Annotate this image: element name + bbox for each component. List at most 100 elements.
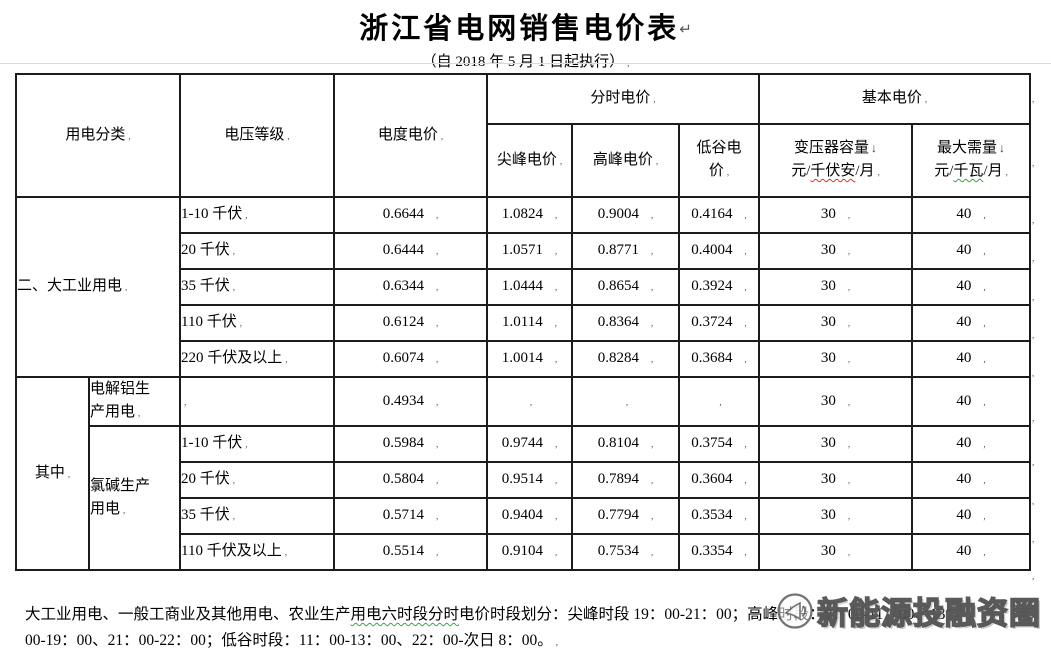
high-text: 0.8284 — [597, 350, 640, 366]
high-peak-price-cell: 0.8104, — [571, 425, 681, 463]
header-energy-price-text: 电度电价 — [377, 126, 438, 143]
paragraph-mark: , — [651, 547, 654, 557]
paragraph-mark: , — [651, 282, 654, 292]
valley-text: 0.3754 — [691, 435, 733, 451]
paragraph-mark: , — [67, 468, 71, 479]
paragraph-mark: , — [651, 439, 654, 449]
paragraph-mark: , — [847, 210, 851, 220]
table-row: 35 千伏, 0.6344, 1.0444, 0.8654, 0.3924, 3… — [16, 268, 1032, 306]
high-peak-price-cell: 0.8284, — [571, 340, 681, 378]
paragraph-mark: , — [651, 318, 654, 328]
demand-text: 40 — [956, 435, 972, 451]
transformer-capacity-line: 变压器容量 ↓ — [761, 137, 910, 160]
paragraph-mark: , — [436, 396, 439, 407]
header-tou-group-text: 分时电价 — [590, 90, 651, 106]
unit-post-text: /月 — [983, 163, 1003, 179]
paragraph-mark: , — [529, 396, 533, 407]
high-text: 0.7894 — [597, 471, 640, 487]
page-subtitle: （自 2018 年 5 月 1 日起执行）, — [0, 50, 1051, 71]
peak-price-cell: 0.9744, — [486, 425, 574, 463]
header-transformer-capacity: 变压器容量 ↓ 元/千伏安/月, — [758, 123, 914, 198]
demand-text: 40 — [956, 392, 972, 409]
header-voltage-level: 电压等级, — [179, 73, 336, 198]
demand-cell: 40, — [911, 425, 1032, 463]
paragraph-mark: , — [232, 282, 236, 292]
table-row: 35 千伏, 0.5714, 0.9404, 0.7794, 0.3534, 3… — [16, 497, 1032, 535]
paragraph-mark: , — [436, 475, 439, 485]
paragraph-mark: , — [983, 511, 986, 521]
valley-text: 0.3684 — [691, 350, 733, 366]
paragraph-mark: , — [232, 475, 236, 485]
paragraph-mark: , — [726, 167, 730, 177]
demand-cell: 40, — [911, 196, 1032, 234]
energy-price-cell: 0.6344, — [333, 268, 489, 306]
paragraph-mark: , — [436, 547, 439, 557]
paragraph-mark: , — [184, 396, 187, 407]
footer-text: 00-19：00、21：00-22：00；低谷时段：11：00-13：00、22… — [25, 632, 553, 649]
unit-wavy-red-text: 千伏安 — [810, 163, 856, 179]
paragraph-mark: , — [555, 637, 558, 647]
peak-text: 0.9514 — [501, 471, 544, 487]
paragraph-mark: , — [436, 210, 439, 220]
header-row-1: 用电分类, 电压等级, 电度电价, 分时电价, 基本电价, — [14, 73, 1032, 198]
demand-cell: 40, — [911, 304, 1032, 342]
paragraph-mark: , — [744, 547, 747, 557]
energy-price-cell: 0.5514, — [333, 533, 489, 571]
paragraph-mark: , — [128, 130, 131, 141]
price-text: 0.6644 — [382, 206, 425, 222]
paragraph-mark: , — [983, 547, 986, 557]
group-chlor-alkali: 氯碱生产 用电, — [87, 425, 182, 571]
table-row: 220 千伏及以上, 0.6074, 1.0014, 0.8284, 0.368… — [16, 340, 1032, 378]
paragraph-mark: , — [554, 318, 557, 328]
paragraph-mark: , — [651, 511, 654, 521]
header-valley-price-text: 低谷电 价 — [696, 140, 742, 179]
peak-price-cell: 1.0571, — [486, 232, 574, 270]
capacity-cell: 30, — [758, 268, 914, 306]
row-end-mark: , — [1032, 94, 1035, 104]
price-text: 0.5804 — [382, 471, 425, 487]
paragraph-mark: , — [847, 475, 851, 485]
footer-text: 电价时段划分：尖峰时段 19：00-21：00；高峰时段：8：00-11：00、… — [459, 606, 961, 623]
valley-text: 0.3604 — [691, 471, 733, 487]
valley-price-cell: 0.3604, — [678, 461, 761, 499]
high-text: 0.9004 — [597, 206, 640, 222]
voltage-text: 220 千伏及以上 — [181, 350, 283, 366]
peak-price-cell: 1.0114, — [486, 304, 574, 342]
row-end-mark: , — [1032, 412, 1035, 423]
paragraph-mark: , — [436, 354, 439, 364]
paragraph-mark: , — [239, 318, 242, 328]
capacity-cell: 30, — [758, 376, 914, 427]
paragraph-mark: , — [847, 511, 851, 521]
paragraph-mark: , — [744, 439, 747, 449]
energy-price-cell: 0.6644, — [333, 196, 489, 234]
footer-line-1: 大工业用电、一般工商业及其他用电、农业生产用电六时段分时电价时段划分：尖峰时段 … — [25, 602, 961, 628]
header-usage-class: 用电分类, — [14, 73, 182, 198]
row-end-mark: , — [1032, 571, 1035, 581]
voltage-text: 110 千伏 — [181, 314, 237, 330]
energy-price-cell: 0.5714, — [333, 497, 489, 535]
energy-price-cell: 0.6124, — [333, 304, 489, 342]
header-max-demand: 最大需量 ↓ 元/千瓦/月, — [911, 123, 1032, 198]
capacity-cell: 30, — [758, 461, 914, 499]
paragraph-mark: , — [847, 396, 851, 407]
valley-price-cell-empty: , — [678, 376, 761, 427]
demand-text: 40 — [956, 543, 972, 559]
demand-text: 40 — [956, 350, 972, 366]
header-energy-price: 电度电价, — [333, 73, 489, 198]
valley-text: 0.3354 — [691, 543, 733, 559]
demand-cell: 40, — [911, 232, 1032, 270]
demand-text: 40 — [956, 314, 972, 330]
capacity-cell: 30, — [758, 340, 914, 378]
paragraph-mark: , — [555, 439, 558, 449]
paragraph-mark: , — [847, 318, 851, 328]
capacity-cell: 30, — [758, 425, 914, 463]
paragraph-mark: , — [744, 210, 747, 220]
footer-text: 大工业用电、一般工商业及其他用电、农业生产 — [25, 606, 351, 623]
page-title: 浙江省电网销售电价表↵ — [0, 5, 1051, 47]
peak-text: 0.9744 — [501, 435, 544, 451]
paragraph-mark: , — [436, 246, 439, 256]
row-end-mark: , — [1032, 253, 1035, 263]
transformer-capacity-unit: 元/千伏安/月, — [761, 160, 910, 184]
paragraph-mark: , — [284, 547, 287, 557]
